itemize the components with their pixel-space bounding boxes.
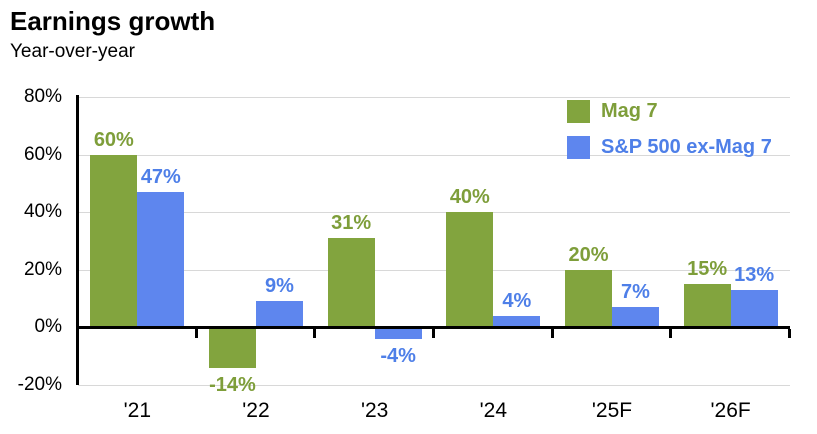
bar-value-label: -4% [380, 344, 416, 367]
x-tick-label: '22 [242, 399, 270, 422]
y-tick-label: 60% [23, 143, 62, 165]
bar-mag-7-23 [327, 238, 375, 328]
x-axis-tick [432, 329, 435, 339]
bar-value-label: 31% [331, 212, 372, 235]
x-axis-tick [194, 329, 198, 339]
bar-value-label: 40% [449, 186, 490, 209]
x-tick-label: '24 [479, 399, 508, 422]
x-tick-label: '26F [710, 399, 751, 422]
x-axis-tick [313, 329, 317, 339]
gridline-80% [78, 97, 790, 98]
legend-label-mag7: Mag 7 [601, 100, 658, 122]
x-axis-tick [669, 329, 673, 339]
bar-mag-7-26F [683, 284, 731, 328]
bar-s-p-500-ex-mag-7-21 [137, 192, 185, 328]
x-axis-tick [788, 329, 791, 339]
blue-square-swatch-icon [567, 136, 590, 159]
bar-value-label: 4% [502, 289, 532, 312]
legend-item-sp500-ex-mag7: S&P 500 ex-Mag 7 [567, 136, 772, 159]
chart-subtitle: Year-over-year [10, 41, 135, 62]
bar-value-label: 60% [93, 128, 134, 151]
y-tick-label: 40% [23, 201, 62, 223]
bar-value-label: -14% [209, 373, 256, 396]
bar-mag-7-22 [209, 327, 256, 368]
bar-value-label: 13% [734, 263, 775, 286]
chart-legend: Mag 7 S&P 500 ex-Mag 7 [567, 100, 772, 172]
gridline-20% [78, 269, 790, 271]
x-tick-label: '21 [123, 399, 152, 422]
bar-value-label: 47% [140, 166, 181, 189]
y-tick-label: -20% [17, 374, 62, 395]
bar-value-label: 20% [568, 243, 609, 266]
bar-mag-7-24 [446, 212, 494, 328]
gridline--20% [78, 385, 790, 386]
y-axis-line [76, 95, 79, 385]
green-square-swatch-icon [567, 100, 590, 123]
chart-title: Earnings growth [10, 6, 216, 36]
bar-mag-7-25F [565, 269, 612, 328]
bar-value-label: 9% [265, 275, 294, 298]
x-tick-label: '23 [360, 399, 389, 422]
bar-s-p-500-ex-mag-7-23 [374, 327, 422, 339]
y-tick-label: 80% [23, 86, 62, 107]
bar-s-p-500-ex-mag-7-22 [256, 301, 303, 328]
x-tick-label: '25F [591, 399, 633, 422]
bar-value-label: 7% [621, 281, 650, 304]
x-axis-zero-line [78, 326, 790, 330]
bar-value-label: 15% [687, 258, 728, 281]
x-axis-tick [550, 329, 554, 339]
y-tick-label: 20% [23, 258, 62, 280]
gridline-60% [78, 154, 790, 156]
bar-s-p-500-ex-mag-7-25F [612, 307, 659, 328]
legend-label-sp500-ex-mag7: S&P 500 ex-Mag 7 [601, 136, 772, 158]
bar-s-p-500-ex-mag-7-24 [493, 315, 541, 328]
bar-s-p-500-ex-mag-7-26F [730, 289, 778, 328]
bar-mag-7-21 [90, 154, 138, 328]
legend-item-mag7: Mag 7 [567, 100, 772, 123]
gridline-40% [78, 212, 790, 214]
y-tick-label: 0% [34, 316, 62, 338]
